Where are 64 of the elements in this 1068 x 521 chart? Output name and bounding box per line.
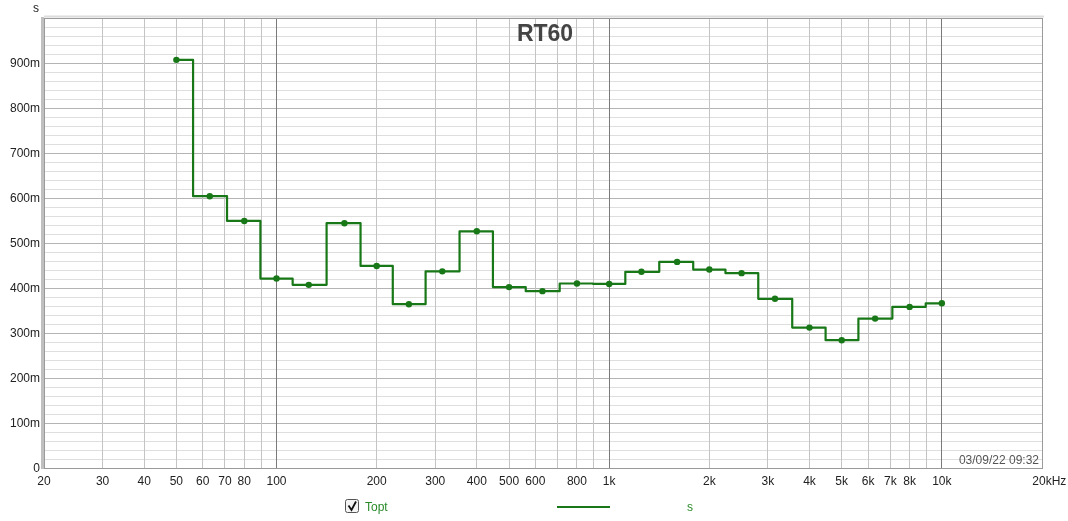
point: [539, 287, 546, 295]
x-tick-label: 400: [466, 474, 488, 488]
x-tick-label: 60: [196, 474, 210, 488]
y-tick-label: 800m: [9, 101, 40, 116]
x-tick-label: 500: [499, 474, 520, 488]
y-tick-label: 900m: [9, 56, 40, 71]
x-tick-label: 200: [366, 474, 387, 488]
point: [473, 228, 481, 235]
x-tick-label: 600: [525, 474, 546, 488]
point: [673, 258, 681, 266]
y-tick-label: 500m: [9, 236, 40, 251]
y-tick-label: 600m: [9, 191, 40, 206]
point: [938, 300, 946, 307]
x-tick-label: 4k: [803, 474, 817, 488]
point: [706, 266, 713, 273]
point: [241, 217, 248, 225]
text: Topt: [365, 500, 389, 514]
annotation: 03/09/22 09:32: [958, 453, 1040, 467]
point: [638, 268, 645, 275]
x-tick-label: 800: [566, 474, 588, 488]
point: [871, 315, 879, 322]
x-tick-label: 10k: [932, 474, 953, 488]
point: [573, 280, 581, 287]
x-tick-label: 3k: [761, 474, 776, 488]
point: [838, 337, 845, 344]
point: [405, 301, 413, 308]
x-tick-label: 7k: [883, 474, 898, 488]
y-tick-label: 400m: [9, 281, 40, 296]
point: [771, 295, 779, 302]
point: [738, 269, 745, 277]
y-tick-label: 100m: [9, 416, 40, 431]
y-axis-title: s: [33, 1, 39, 15]
y-tick-label: 300m: [9, 326, 40, 341]
y-tick-label: 700m: [9, 146, 40, 161]
x-tick-label: 20: [37, 474, 51, 488]
point: [341, 220, 348, 227]
point: [439, 268, 446, 275]
point: [206, 193, 213, 200]
point: [605, 280, 613, 288]
x-tick-label: 8k: [903, 474, 917, 488]
x-tick-label: 50: [169, 474, 184, 488]
point: [173, 56, 180, 64]
x-tick-label: 1k: [602, 474, 617, 488]
point: [373, 262, 380, 270]
y-tick-label: 0: [33, 461, 41, 476]
x-tick-label: 300: [425, 474, 446, 488]
x-tick-label: 80: [237, 474, 252, 488]
point: [305, 281, 312, 289]
x-tick-label: 70: [218, 474, 232, 488]
point: [505, 283, 513, 291]
chart-title: RT60: [516, 20, 574, 46]
x-axis-title: Hz: [1051, 474, 1067, 488]
x-tick-label: 100: [266, 474, 287, 488]
text: s: [687, 500, 693, 514]
x-tick-label: 5k: [835, 474, 850, 488]
y-tick-label: 200m: [9, 371, 40, 386]
point: [806, 324, 813, 331]
x-tick-label: 20k: [1032, 474, 1053, 488]
x-tick-label: 30: [95, 474, 110, 488]
x-tick-label: 40: [137, 474, 152, 488]
x-tick-label: 2k: [702, 474, 717, 488]
point: [273, 275, 280, 282]
point: [906, 303, 913, 311]
x-tick-label: 6k: [861, 474, 876, 488]
